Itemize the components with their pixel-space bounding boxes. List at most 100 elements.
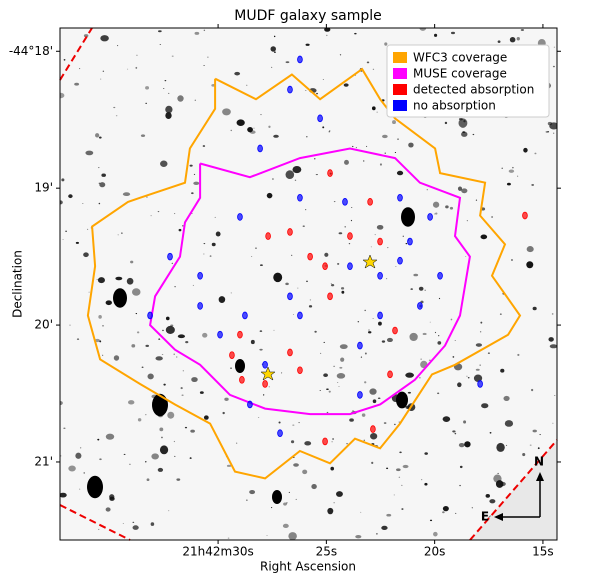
sky-source bbox=[85, 150, 94, 156]
sky-source bbox=[263, 394, 265, 396]
sky-source bbox=[419, 377, 421, 379]
sky-source bbox=[516, 37, 520, 41]
sky-source bbox=[487, 352, 490, 355]
galaxy bbox=[327, 292, 333, 301]
sky-source bbox=[86, 228, 89, 230]
sky-source bbox=[131, 344, 136, 348]
galaxy bbox=[307, 252, 313, 261]
sky-source bbox=[348, 243, 351, 245]
sky-source bbox=[174, 455, 176, 457]
sky-source bbox=[442, 505, 449, 512]
sky-source bbox=[394, 152, 397, 154]
galaxy bbox=[147, 311, 153, 320]
sky-source bbox=[273, 329, 275, 331]
sky-source bbox=[466, 220, 468, 222]
sky-source bbox=[344, 159, 349, 165]
sky-source bbox=[280, 372, 283, 374]
sky-source bbox=[517, 175, 519, 177]
sky-source bbox=[192, 284, 194, 286]
sky-source bbox=[246, 84, 248, 86]
sky-source bbox=[355, 147, 357, 149]
sky-source bbox=[463, 420, 467, 424]
sky-source bbox=[181, 394, 184, 396]
galaxy bbox=[287, 228, 293, 236]
sky-source bbox=[209, 255, 212, 257]
sky-source bbox=[376, 111, 378, 113]
sky-source bbox=[126, 68, 129, 70]
sky-source bbox=[109, 496, 115, 501]
sky-source bbox=[547, 121, 553, 126]
x-tick-label: 20s bbox=[424, 545, 446, 559]
sky-source bbox=[323, 341, 325, 343]
sky-source bbox=[203, 243, 206, 245]
sky-source bbox=[357, 321, 360, 323]
sky-source bbox=[146, 478, 150, 482]
compass: N E bbox=[481, 455, 544, 524]
sky-source bbox=[532, 429, 537, 433]
sky-source bbox=[285, 61, 290, 64]
sky-source bbox=[489, 431, 492, 434]
sky-source bbox=[182, 370, 184, 372]
sky-source bbox=[457, 186, 463, 191]
sky-source bbox=[75, 452, 82, 459]
sky-source bbox=[372, 318, 374, 320]
sky-source bbox=[182, 225, 184, 227]
sky-source bbox=[113, 355, 120, 361]
sky-source bbox=[501, 167, 503, 169]
sky-source bbox=[157, 211, 160, 213]
sky-source bbox=[554, 395, 556, 397]
sky-source bbox=[218, 296, 226, 304]
sky-source bbox=[397, 138, 399, 140]
sky-source bbox=[327, 507, 334, 515]
galaxy bbox=[247, 400, 253, 409]
sky-source bbox=[165, 112, 172, 119]
sky-source bbox=[405, 372, 414, 378]
sky-source bbox=[75, 241, 80, 244]
galaxy bbox=[265, 232, 271, 240]
galaxy bbox=[239, 376, 245, 384]
sky-source bbox=[273, 134, 279, 138]
sky-source bbox=[370, 246, 372, 248]
sky-source bbox=[203, 29, 206, 32]
sky-source bbox=[165, 105, 173, 114]
bright-source bbox=[113, 288, 127, 308]
sky-source bbox=[452, 356, 455, 358]
galaxy bbox=[437, 271, 443, 280]
sky-source bbox=[273, 35, 276, 38]
sky-source bbox=[235, 442, 238, 444]
sky-source bbox=[76, 338, 80, 340]
sky-source bbox=[517, 353, 520, 357]
sky-source bbox=[288, 491, 290, 494]
sky-source bbox=[60, 492, 67, 498]
sky-source bbox=[429, 519, 433, 522]
galaxy bbox=[327, 169, 333, 177]
sky-source bbox=[392, 120, 396, 125]
sky-source bbox=[191, 192, 194, 195]
sky-source bbox=[164, 79, 167, 82]
sky-source bbox=[316, 92, 318, 95]
sky-source bbox=[399, 451, 402, 454]
sky-source bbox=[467, 377, 470, 379]
sky-source bbox=[311, 484, 317, 490]
bright-source bbox=[396, 391, 408, 409]
sky-source bbox=[203, 415, 209, 420]
sky-source bbox=[291, 254, 293, 257]
sky-source bbox=[393, 494, 395, 496]
sky-source bbox=[150, 522, 155, 526]
sky-source bbox=[364, 352, 367, 355]
sky-source bbox=[434, 331, 437, 334]
sky-source bbox=[171, 55, 174, 57]
sky-source bbox=[61, 178, 65, 182]
sky-source bbox=[523, 147, 528, 153]
sky-source bbox=[234, 71, 241, 76]
sky-source bbox=[379, 163, 382, 166]
sky-source bbox=[305, 209, 307, 211]
galaxy bbox=[347, 232, 353, 240]
sky-source bbox=[60, 92, 65, 99]
sky-source bbox=[450, 31, 456, 35]
galaxy bbox=[397, 193, 403, 202]
sky-source bbox=[132, 521, 135, 523]
sky-source bbox=[171, 262, 173, 265]
galaxy bbox=[262, 360, 268, 369]
sky-source bbox=[381, 525, 388, 531]
